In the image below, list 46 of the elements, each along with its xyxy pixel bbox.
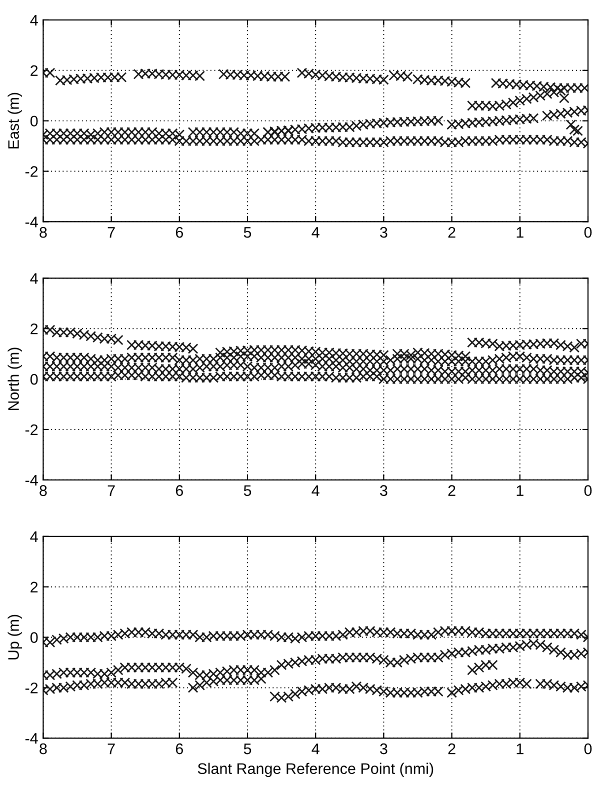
- x-tick-label: 2: [448, 226, 456, 238]
- x-tick-label: 7: [108, 485, 115, 496]
- x-tick-label: 1: [516, 227, 524, 238]
- x-tick-label: 3: [380, 743, 388, 754]
- x-tick-label: 0: [584, 743, 592, 754]
- y-tick-label: 2: [30, 582, 38, 592]
- y-tick-label: 2: [30, 323, 38, 334]
- x-tick-label: 5: [244, 744, 252, 754]
- x-tick-label: 5: [244, 485, 252, 496]
- x-tick-label: 4: [312, 744, 320, 754]
- y-tick-label: 4: [30, 14, 38, 26]
- x-tick-label: 4: [312, 227, 320, 238]
- y-tick-label: 0: [30, 374, 38, 385]
- x-tick-label: 8: [40, 743, 47, 754]
- x-tick-label: 3: [380, 485, 388, 496]
- y-axis-title: Up (m): [8, 614, 22, 660]
- y-tick-label: -2: [25, 682, 38, 694]
- y-tick-label: 2: [30, 65, 38, 76]
- x-tick-label: 7: [108, 227, 115, 238]
- x-tick-label: 6: [176, 743, 183, 754]
- x-tick-label: 0: [584, 226, 592, 238]
- x-tick-label: 1: [516, 744, 524, 754]
- x-tick-label: 5: [244, 227, 252, 238]
- y-tick-label: -2: [25, 424, 38, 436]
- y-tick-label: 4: [30, 531, 38, 542]
- x-tick-label: 1: [516, 485, 524, 496]
- y-axis-title: East (m): [8, 92, 22, 148]
- x-tick-label: 2: [448, 485, 456, 496]
- y-tick-label: 0: [30, 116, 38, 127]
- y-tick-label: -2: [25, 166, 38, 177]
- x-tick-label: 7: [108, 744, 115, 754]
- y-tick-label: 4: [30, 273, 38, 284]
- x-tick-label: 2: [448, 743, 456, 754]
- x-tick-label: 8: [40, 485, 47, 496]
- y-tick-label: -4: [25, 216, 38, 228]
- y-tick-label: 0: [30, 632, 38, 643]
- y-axis-title: North (m): [8, 348, 22, 410]
- x-tick-label: 6: [176, 226, 183, 238]
- x-tick-label: 4: [312, 485, 320, 496]
- x-tick-label: 8: [40, 226, 47, 238]
- x-tick-label: 3: [380, 226, 388, 238]
- x-axis-title: Slant Range Reference Point (nmi): [198, 762, 434, 778]
- x-tick-label: 0: [584, 485, 592, 496]
- x-tick-label: 6: [176, 485, 183, 496]
- y-tick-label: -4: [25, 474, 38, 486]
- y-tick-label: -4: [25, 733, 38, 744]
